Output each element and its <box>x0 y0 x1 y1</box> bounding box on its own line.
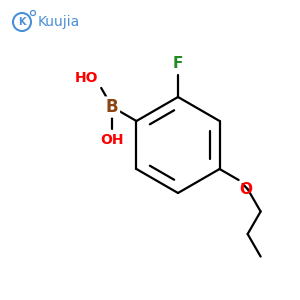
Text: HO: HO <box>75 71 98 85</box>
Text: K: K <box>18 17 26 27</box>
Text: F: F <box>173 56 183 71</box>
Text: B: B <box>106 98 118 116</box>
Text: OH: OH <box>100 133 124 147</box>
Text: O: O <box>240 182 253 197</box>
Text: Kuujia: Kuujia <box>38 15 80 29</box>
